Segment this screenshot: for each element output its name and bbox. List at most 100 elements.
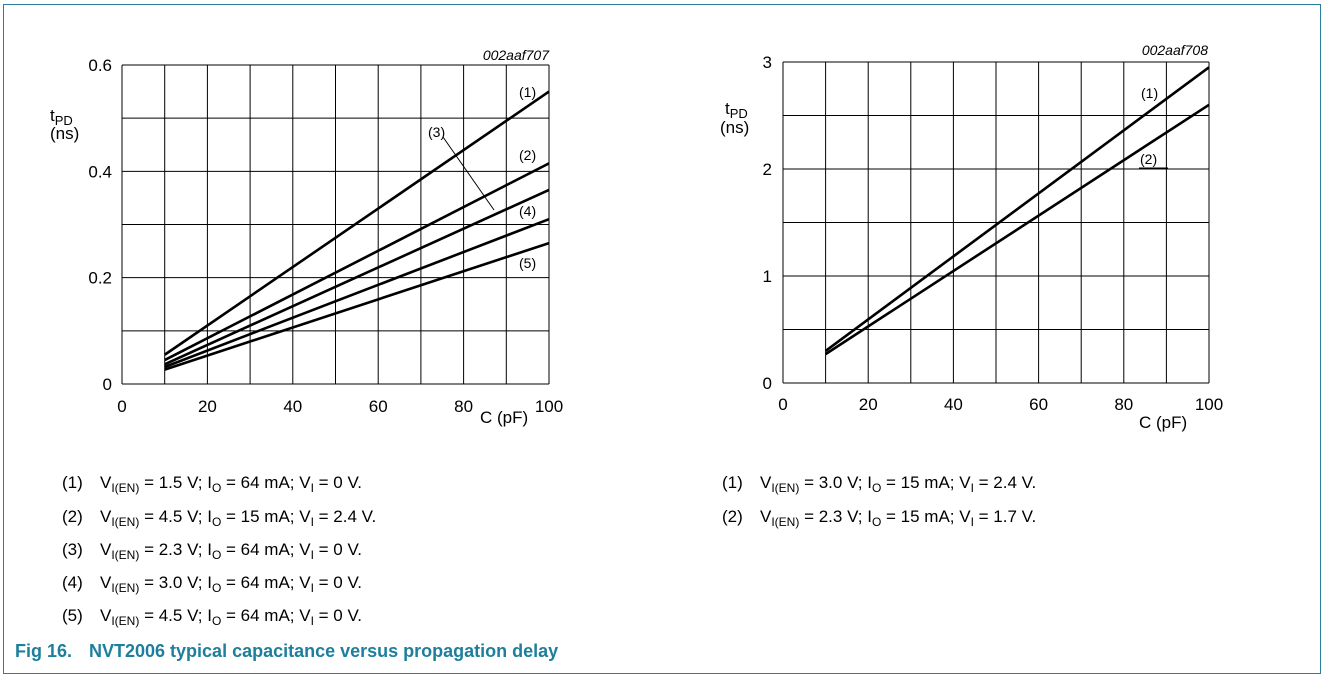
y-axis-label: tPD [50, 106, 73, 128]
note-text: = 0 V. [313, 473, 362, 492]
xtick-group: 0 20 40 60 80 100 [117, 397, 563, 416]
note-sub: I [310, 515, 314, 529]
note-sub: O [211, 481, 222, 495]
y-tick-label: 0 [103, 375, 112, 394]
note-text: V [760, 473, 772, 492]
x-tick-label: 40 [944, 395, 963, 414]
grid [782, 61, 1210, 384]
figure-frame [3, 4, 1321, 674]
note-text: = 4.5 V; I [139, 507, 212, 526]
y-tick-label: 0.4 [88, 162, 112, 181]
caption-title: NVT2006 typical capacitance versus propa… [89, 641, 559, 661]
x-tick-label: 20 [198, 397, 217, 416]
x-tick-label: 40 [283, 397, 302, 416]
note-text: = 0 V. [313, 606, 362, 625]
note-sub: O [211, 581, 222, 595]
curve-label-2: (2) [519, 147, 536, 163]
note-text: V [100, 573, 112, 592]
ytick-group: 0 1 2 3 [763, 53, 772, 393]
curve-3-leader [442, 136, 495, 211]
series-group [824, 66, 1210, 356]
note-sub: O [211, 614, 222, 628]
ytick-group: 0 0.2 0.4 0.6 [88, 56, 112, 394]
chart-code: 002aaf707 [483, 47, 550, 63]
note-sub: I [970, 481, 974, 495]
series-line-2 [824, 103, 1210, 356]
curve-label-2: (2) [1140, 151, 1157, 167]
note-sub: O [211, 548, 222, 562]
note-sub: I(EN) [771, 515, 800, 529]
note-text: = 15 mA; V [881, 507, 971, 526]
note-text: = 2.4 V. [973, 473, 1037, 492]
note-sub: I(EN) [111, 581, 140, 595]
curve-label-1: (1) [1141, 85, 1158, 101]
curve-label-3: (3) [428, 124, 445, 140]
y-tick-label: 0 [763, 374, 772, 393]
x-tick-label: 20 [859, 395, 878, 414]
x-tick-label: 60 [1029, 395, 1048, 414]
series-line-3 [164, 188, 550, 366]
x-tick-label: 100 [1195, 395, 1223, 414]
note-sub: O [871, 481, 882, 495]
note-sub: I(EN) [111, 614, 140, 628]
note-number: (1) [62, 473, 83, 492]
note-item: (4) VI(EN) = 3.0 V; IO = 64 mA; VI = 0 V. [62, 573, 362, 595]
note-text: V [100, 473, 112, 492]
note-sub: O [211, 515, 222, 529]
note-sub: I [310, 548, 314, 562]
caption-figure-number: Fig 16. [15, 641, 73, 661]
y-axis-unit: (ns) [50, 124, 79, 143]
y-tick-label: 0.2 [88, 269, 112, 288]
x-axis-label: C (pF) [1139, 413, 1187, 432]
series-line-1 [163, 90, 550, 356]
note-text: = 0 V. [313, 540, 362, 559]
series-line-1 [824, 66, 1210, 352]
note-sub: I(EN) [111, 515, 140, 529]
note-text: = 64 mA; V [221, 473, 311, 492]
note-text: = 1.5 V; I [139, 473, 212, 492]
x-tick-label: 80 [1114, 395, 1133, 414]
x-tick-label: 60 [369, 397, 388, 416]
note-text: V [100, 540, 112, 559]
series-line-4 [164, 217, 550, 369]
note-text: = 2.3 V; I [139, 540, 212, 559]
note-text: = 4.5 V; I [139, 606, 212, 625]
chart-code: 002aaf708 [1142, 42, 1208, 58]
y-tick-label: 3 [763, 53, 772, 72]
note-number: (5) [62, 606, 83, 625]
chart-right: 0 20 40 60 80 100 0 1 2 3 002aaf708 tPD (ns) C (… [720, 42, 1223, 432]
note-text: = 0 V. [313, 573, 362, 592]
grid [121, 64, 550, 385]
x-tick-label: 100 [535, 397, 563, 416]
y-tick-label: 0.6 [88, 56, 112, 75]
note-sub: O [871, 515, 882, 529]
y-axis-label-main: t [50, 106, 55, 125]
note-text: = 3.0 V; I [799, 473, 872, 492]
x-tick-label: 0 [778, 395, 787, 414]
curve-label-1: (1) [519, 84, 536, 100]
note-number: (2) [722, 507, 743, 526]
note-item: (2) VI(EN) = 2.3 V; IO = 15 mA; VI = 1.7 … [722, 507, 1037, 529]
y-axis-label-main: t [725, 99, 730, 118]
note-sub: I [310, 614, 314, 628]
note-item: (1) VI(EN) = 1.5 V; IO = 64 mA; VI = 0 V. [62, 473, 362, 495]
note-text: = 3.0 V; I [139, 573, 212, 592]
note-item: (2) VI(EN) = 4.5 V; IO = 15 mA; VI = 2.4 … [62, 507, 376, 529]
series-line-2 [164, 162, 550, 362]
note-text: V [100, 507, 112, 526]
note-sub: I(EN) [111, 481, 140, 495]
x-axis-label: C (pF) [480, 408, 528, 427]
curve-label-4: (4) [519, 203, 536, 219]
note-sub: I(EN) [771, 481, 800, 495]
note-sub: I [310, 481, 314, 495]
note-number: (2) [62, 507, 83, 526]
note-item: (1) VI(EN) = 3.0 V; IO = 15 mA; VI = 2.4 … [722, 473, 1037, 495]
y-tick-label: 1 [763, 267, 772, 286]
note-text: = 15 mA; V [221, 507, 311, 526]
xtick-group: 0 20 40 60 80 100 [778, 395, 1223, 414]
note-text: = 1.7 V. [973, 507, 1037, 526]
y-axis-label: tPD [725, 99, 748, 121]
note-text: = 15 mA; V [881, 473, 971, 492]
curve-label-5: (5) [519, 255, 536, 271]
y-axis-label-sub: PD [730, 106, 748, 121]
